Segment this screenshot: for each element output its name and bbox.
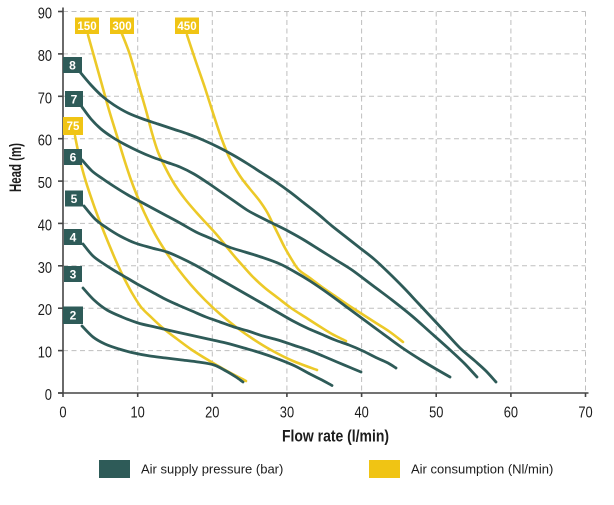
svg-text:50: 50 [429,405,443,422]
svg-text:60: 60 [38,133,52,150]
svg-text:20: 20 [38,302,52,319]
svg-text:30: 30 [280,405,294,422]
svg-text:Head (m): Head (m) [6,143,25,192]
svg-text:75: 75 [67,121,80,133]
svg-text:80: 80 [38,48,52,65]
svg-text:90: 90 [38,5,52,22]
svg-text:20: 20 [205,405,219,422]
svg-text:50: 50 [38,175,52,192]
svg-text:0: 0 [59,405,66,422]
svg-text:Flow rate (l/min): Flow rate (l/min) [282,427,389,446]
svg-text:30: 30 [38,260,52,277]
svg-text:10: 10 [131,405,145,422]
svg-text:40: 40 [354,405,368,422]
svg-text:0: 0 [45,387,52,404]
svg-text:7: 7 [71,92,78,106]
svg-text:10: 10 [38,345,52,362]
svg-text:450: 450 [177,21,196,33]
svg-text:2: 2 [70,309,77,323]
svg-text:3: 3 [70,267,77,281]
svg-text:70: 70 [38,90,52,107]
svg-text:60: 60 [504,405,518,422]
svg-text:70: 70 [578,405,592,422]
svg-text:150: 150 [77,21,96,33]
svg-text:Air consumption (Nl/min): Air consumption (Nl/min) [411,462,553,477]
svg-text:6: 6 [70,150,77,164]
svg-text:5: 5 [71,192,78,206]
svg-text:4: 4 [70,230,77,244]
svg-text:300: 300 [112,21,131,33]
svg-text:Air supply pressure (bar): Air supply pressure (bar) [141,462,283,477]
svg-text:40: 40 [38,217,52,234]
svg-text:8: 8 [69,58,76,72]
